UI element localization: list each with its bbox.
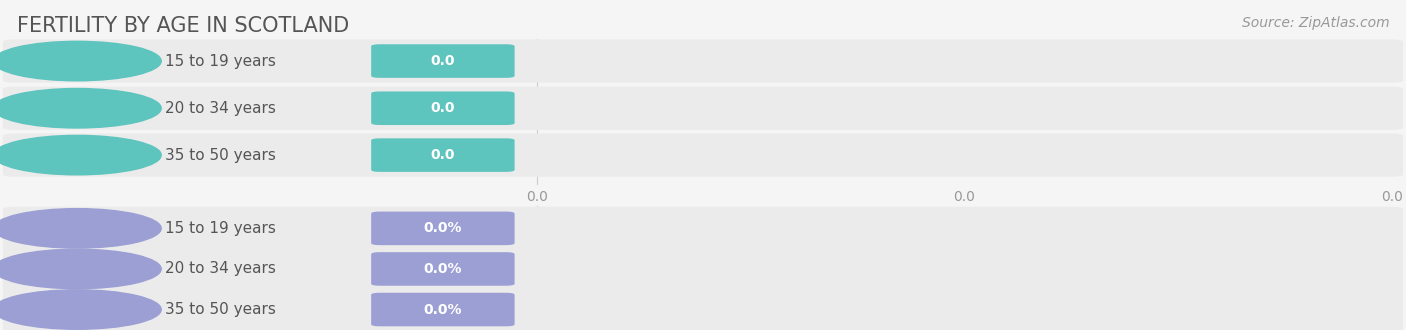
Text: Source: ZipAtlas.com: Source: ZipAtlas.com [1241,16,1389,30]
Text: 0.0: 0.0 [953,190,976,204]
Text: 0.0%: 0.0% [423,303,463,316]
Circle shape [0,41,162,81]
FancyBboxPatch shape [371,293,515,326]
Text: 0.0: 0.0 [430,54,456,68]
Text: 15 to 19 years: 15 to 19 years [166,53,276,69]
Circle shape [0,88,162,128]
FancyBboxPatch shape [371,138,515,172]
FancyBboxPatch shape [3,288,1403,330]
FancyBboxPatch shape [371,212,515,245]
FancyBboxPatch shape [3,133,1403,177]
Text: 15 to 19 years: 15 to 19 years [166,221,276,236]
Text: 35 to 50 years: 35 to 50 years [166,148,276,163]
Circle shape [0,290,162,329]
Text: 20 to 34 years: 20 to 34 years [166,261,276,277]
Text: 0.0: 0.0 [1381,190,1403,204]
Text: FERTILITY BY AGE IN SCOTLAND: FERTILITY BY AGE IN SCOTLAND [17,16,349,37]
Circle shape [0,135,162,175]
Text: 0.0%: 0.0% [423,221,463,235]
FancyBboxPatch shape [371,252,515,286]
Text: 0.0: 0.0 [430,101,456,115]
FancyBboxPatch shape [3,40,1403,83]
FancyBboxPatch shape [3,207,1403,250]
Text: 35 to 50 years: 35 to 50 years [166,302,276,317]
FancyBboxPatch shape [3,248,1403,291]
Circle shape [0,249,162,289]
Circle shape [0,209,162,248]
Text: 20 to 34 years: 20 to 34 years [166,101,276,116]
Text: 0.0%: 0.0% [423,262,463,276]
Text: 0.0: 0.0 [526,190,548,204]
Text: 0.0: 0.0 [430,148,456,162]
FancyBboxPatch shape [371,44,515,78]
FancyBboxPatch shape [371,91,515,125]
FancyBboxPatch shape [3,86,1403,130]
